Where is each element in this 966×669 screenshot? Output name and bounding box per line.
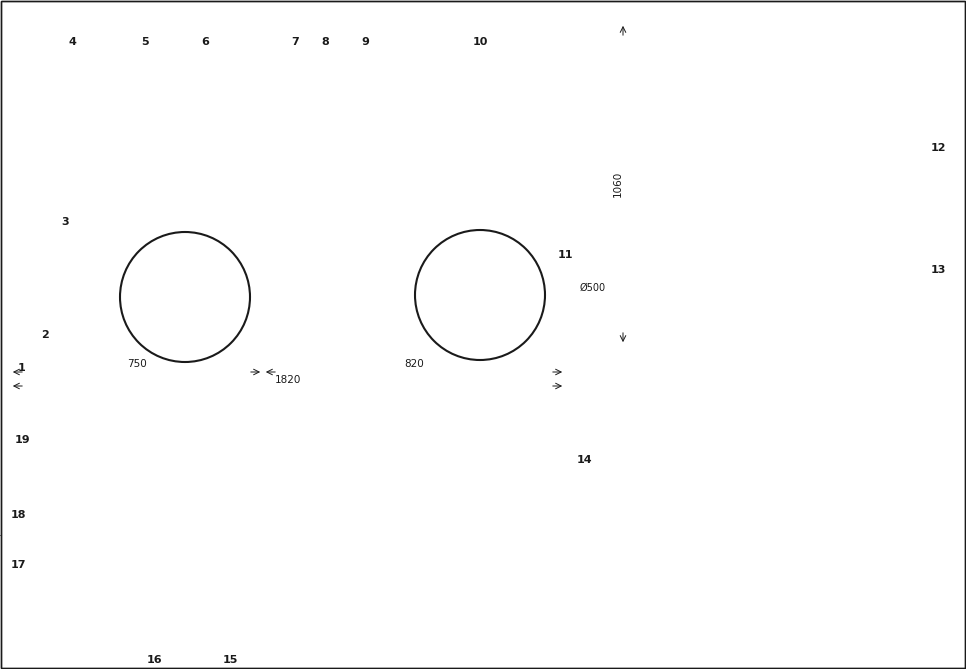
Bar [130,265,210,330]
Bar [330,460,390,610]
Bar [160,295,220,340]
Bar [340,278,395,313]
Text: 19: 19 [14,435,30,445]
Text: 16: 16 [147,655,163,665]
Bar [345,282,390,309]
Text: 3: 3 [61,217,69,227]
Bar [25,470,95,600]
Bar [103,448,322,622]
Text: 13: 13 [930,265,946,275]
Bar [335,465,385,605]
Text: 17: 17 [11,560,26,570]
Text: 15: 15 [222,655,238,665]
Text: 820: 820 [404,359,424,369]
Bar [430,270,480,315]
Text: 750: 750 [127,359,147,369]
Text: 1: 1 [18,363,26,373]
Bar [63,252,93,282]
Bar [15,465,65,605]
Text: 4: 4 [68,37,76,47]
Bar [626,223,668,333]
Text: 6: 6 [201,37,209,47]
Text: 2: 2 [42,330,49,340]
Bar [677,273,897,293]
Text: 1060: 1060 [613,171,623,197]
Bar [585,283,603,303]
Bar [473,600,528,655]
Text: 12: 12 [930,143,946,153]
Bar [630,227,664,329]
Bar [732,123,842,198]
Text: 8: 8 [321,37,328,47]
Bar [55,240,130,320]
Bar [165,298,215,338]
Bar [435,273,475,311]
Bar [95,440,330,630]
Text: 7: 7 [291,37,298,47]
Text: Ø500: Ø500 [580,283,606,293]
Text: 1820: 1820 [274,375,300,385]
Bar [910,227,944,329]
Text: 14: 14 [578,455,593,465]
Bar [390,510,415,560]
Bar [722,198,852,273]
Text: 5: 5 [141,37,149,47]
Bar [477,419,524,466]
Text: 9: 9 [361,37,369,47]
Bar [477,604,524,651]
Bar [488,470,512,600]
Bar [27,294,35,298]
Text: 10: 10 [472,37,488,47]
Bar [60,248,120,288]
Bar [10,460,70,610]
Text: 11: 11 [557,250,573,260]
Bar [906,223,948,333]
Bar [473,415,528,470]
Text: 18: 18 [11,510,26,520]
Bar [545,278,585,308]
